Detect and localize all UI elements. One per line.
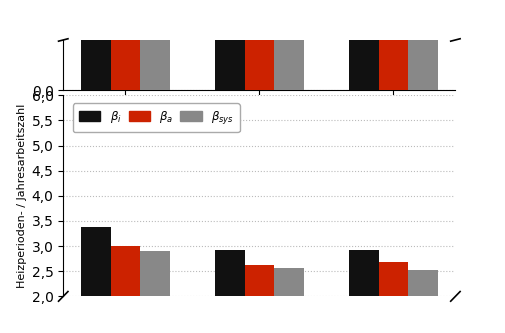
Bar bbox=[348, 17, 378, 90]
Bar bbox=[274, 26, 303, 90]
Bar bbox=[110, 15, 140, 90]
Bar bbox=[215, 17, 244, 90]
Bar bbox=[81, 227, 110, 333]
Bar bbox=[274, 268, 303, 333]
Bar bbox=[81, 6, 110, 90]
Bar bbox=[378, 23, 408, 90]
Bar bbox=[140, 17, 169, 90]
Bar bbox=[140, 251, 169, 333]
Bar bbox=[110, 246, 140, 333]
Legend: $\beta_i$, $\beta_a$, $\beta_{sys}$: $\beta_i$, $\beta_a$, $\beta_{sys}$ bbox=[73, 103, 239, 132]
Bar bbox=[348, 250, 378, 333]
Bar bbox=[408, 27, 437, 90]
Y-axis label: Heizperioden- / Jahresarbeitszahl: Heizperioden- / Jahresarbeitszahl bbox=[17, 104, 27, 288]
Bar bbox=[215, 250, 244, 333]
Bar bbox=[408, 270, 437, 333]
Bar bbox=[378, 262, 408, 333]
Bar bbox=[244, 24, 274, 90]
Bar bbox=[244, 265, 274, 333]
